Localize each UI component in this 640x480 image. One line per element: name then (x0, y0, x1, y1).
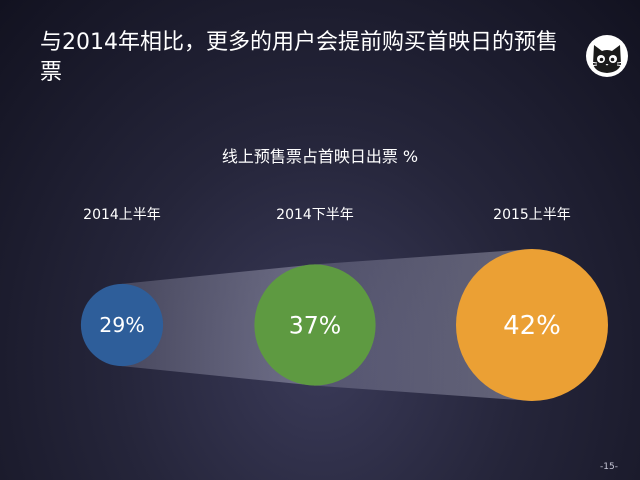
chart-title: 线上预售票占首映日出票 % (221, 147, 419, 166)
value-label: 37% (289, 311, 341, 339)
cat-face-icon (586, 35, 628, 77)
value-label: 29% (99, 313, 145, 337)
bubble (456, 249, 608, 401)
bubble (254, 264, 376, 386)
category-label: 2014上半年 (83, 207, 161, 223)
value-label: 42% (503, 311, 561, 341)
page-number: -15- (600, 462, 618, 472)
bubble (80, 283, 164, 367)
category-label: 2014下半年 (276, 207, 354, 223)
category-label: 2015上半年 (493, 207, 571, 223)
slide-title: 与2014年相比，更多的用户会提前购买首映日的预售票 (40, 30, 558, 85)
